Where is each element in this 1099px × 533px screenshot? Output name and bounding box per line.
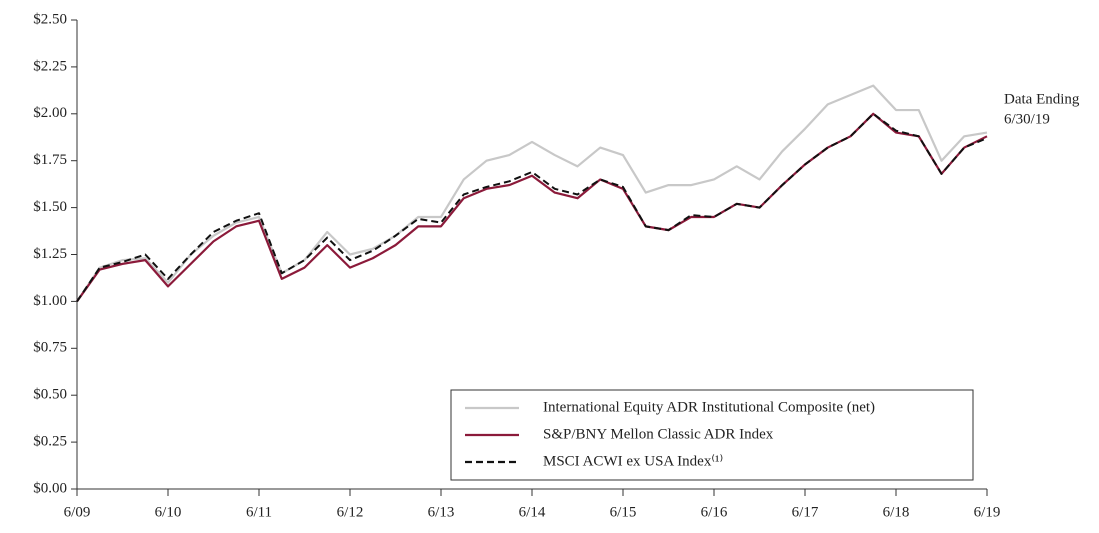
annotation: 6/30/19 [1004,111,1050,127]
x-tick-label: 6/17 [792,504,819,520]
x-tick-label: 6/13 [428,504,455,520]
legend-box [450,389,974,481]
x-tick-label: 6/18 [883,504,910,520]
legend-label: S&P/BNY Mellon Classic ADR Index [543,426,774,442]
x-tick-label: 6/14 [519,504,546,520]
y-tick-label: $1.00 [33,293,67,309]
y-tick-label: $0.00 [33,480,67,496]
y-tick-label: $0.25 [33,434,67,450]
x-tick-label: 6/09 [64,504,91,520]
y-tick-label: $2.25 [33,58,67,74]
y-tick-label: $1.75 [33,152,67,168]
x-tick-label: 6/10 [155,504,182,520]
x-tick-label: 6/12 [337,504,364,520]
y-tick-label: $1.25 [33,246,67,262]
series-line [76,112,988,302]
legend-label: International Equity ADR Institutional C… [543,399,875,415]
y-tick-label: $0.75 [33,340,67,356]
y-tick-label: $1.50 [33,199,67,215]
x-tick-label: 6/11 [246,504,272,520]
annotation: Data Ending [1004,91,1080,107]
series-line [76,84,988,303]
x-tick-label: 6/19 [974,504,1001,520]
y-tick-label: $2.00 [33,105,67,121]
y-tick-label: $0.50 [33,387,67,403]
legend-label: MSCI ACWI ex USA Index⁽¹⁾ [543,453,723,469]
x-tick-label: 6/16 [701,504,728,520]
y-tick-label: $2.50 [33,11,67,27]
x-tick-label: 6/15 [610,504,637,520]
